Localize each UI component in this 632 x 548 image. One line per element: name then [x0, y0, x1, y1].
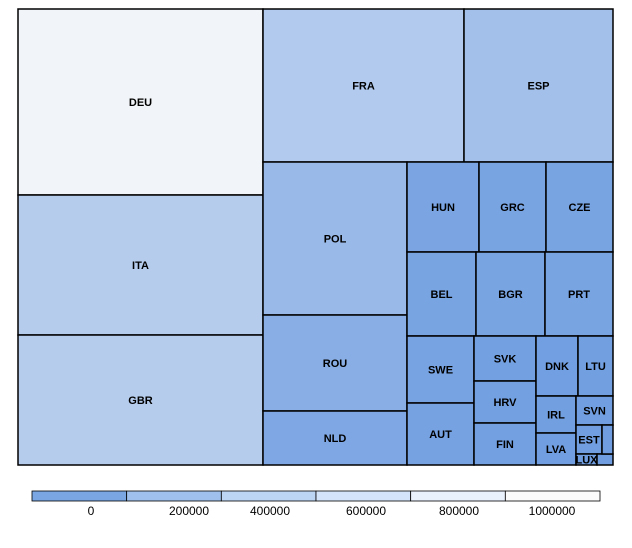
cell-label-deu: DEU	[129, 97, 152, 109]
cell-label-svk: SVK	[494, 354, 517, 366]
cell-cze[interactable]: CZE	[545, 161, 614, 253]
treemap-cells: DEU ITA GBR FRA ESP POL ROU NLD HUN GRC CZE BEL BGR P…	[17, 8, 614, 467]
legend-tick-label: 200000	[169, 504, 209, 518]
cell-label-aut: AUT	[429, 429, 452, 441]
cell-label-bel: BEL	[431, 289, 453, 301]
cell-label-ita: ITA	[132, 260, 149, 272]
cell-rect-ita[interactable]	[17, 194, 264, 336]
cell-ltu[interactable]: LTU	[577, 335, 614, 397]
cell-pol[interactable]: POL	[262, 161, 408, 316]
legend-tick-label: 0	[88, 504, 95, 518]
cell-rect-esp[interactable]	[463, 8, 614, 163]
cell-rect-dnk[interactable]	[535, 335, 579, 397]
cell-irl[interactable]: IRL	[535, 395, 577, 434]
cell-prt[interactable]: PRT	[544, 251, 614, 337]
cell-label-gbr: GBR	[128, 395, 153, 407]
cell-gbr[interactable]: GBR	[17, 334, 264, 466]
cell-rect-irl[interactable]	[535, 395, 577, 434]
cell-label-swe: SWE	[428, 365, 453, 377]
legend-band-3	[315, 490, 412, 502]
cell-label-prt: PRT	[568, 289, 590, 301]
cell-label-hrv: HRV	[493, 397, 517, 409]
cell-svn[interactable]: SVN	[575, 395, 614, 426]
cell-fra[interactable]: FRA	[262, 8, 465, 163]
cell-rect-ltu[interactable]	[577, 335, 614, 397]
cell-rect-gbr[interactable]	[17, 334, 264, 466]
cell-label-ltu: LTU	[585, 361, 606, 373]
cell-lva[interactable]: LVA	[535, 432, 577, 466]
legend-band-2	[220, 490, 317, 502]
cell-esp[interactable]: ESP	[463, 8, 614, 163]
cell-rect-grc[interactable]	[478, 161, 547, 253]
cell-svk[interactable]: SVK	[473, 335, 537, 382]
cell-ita[interactable]: ITA	[17, 194, 264, 336]
cell-rect-svn[interactable]	[575, 395, 614, 426]
cell-label-fra: FRA	[352, 81, 375, 93]
cell-swe[interactable]: SWE	[406, 335, 475, 404]
legend-band-1	[126, 490, 222, 502]
cell-nld[interactable]: NLD	[262, 410, 408, 466]
cell-label-fin: FIN	[496, 439, 514, 451]
cell-hrv[interactable]: HRV	[473, 380, 537, 424]
cell-rect-svk[interactable]	[473, 335, 537, 382]
cell-label-rou: ROU	[323, 358, 348, 370]
cell-rou[interactable]: ROU	[262, 314, 408, 412]
cell-grc[interactable]: GRC	[478, 161, 547, 253]
cell-label-nld: NLD	[324, 433, 347, 445]
cell-rect-fra[interactable]	[262, 8, 465, 163]
cell-label-est: EST	[578, 435, 600, 447]
cell-aut[interactable]: AUT	[406, 402, 475, 466]
legend-band-4	[410, 490, 506, 502]
cell-label-esp: ESP	[527, 81, 549, 93]
cell-rect-small-27[interactable]	[601, 424, 614, 455]
cell-hun[interactable]: HUN	[406, 161, 480, 253]
legend-band-0	[31, 490, 128, 502]
cell-rect-nld[interactable]	[262, 410, 408, 466]
cell-rect-pol[interactable]	[262, 161, 408, 316]
cell-small-27[interactable]	[601, 424, 614, 455]
cell-label-lux: LUX	[576, 455, 599, 467]
cell-lux[interactable]: LUX	[575, 453, 599, 467]
cell-label-cze: CZE	[569, 202, 591, 214]
cell-label-irl: IRL	[547, 410, 565, 422]
cell-rect-small-26[interactable]	[596, 453, 614, 466]
cell-label-dnk: DNK	[545, 361, 569, 373]
cell-est[interactable]: EST	[575, 424, 603, 455]
cell-label-grc: GRC	[500, 202, 525, 214]
legend-tick-label: 400000	[250, 504, 290, 518]
cell-bel[interactable]: BEL	[406, 251, 477, 337]
cell-rect-prt[interactable]	[544, 251, 614, 337]
cell-rect-aut[interactable]	[406, 402, 475, 466]
cell-rect-cze[interactable]	[545, 161, 614, 253]
cell-label-pol: POL	[324, 234, 347, 246]
cell-label-lva: LVA	[546, 444, 566, 456]
cell-label-hun: HUN	[431, 202, 455, 214]
cell-label-svn: SVN	[583, 406, 606, 418]
cell-small-26[interactable]	[596, 453, 614, 466]
cell-rect-fin[interactable]	[473, 422, 537, 466]
legend-tick-label: 600000	[346, 504, 386, 518]
cell-bgr[interactable]: BGR	[475, 251, 546, 337]
cell-label-bgr: BGR	[498, 289, 523, 301]
cell-rect-bel[interactable]	[406, 251, 477, 337]
color-scale-legend: 0 200000 400000 600000 800000 1000000	[31, 490, 601, 518]
legend-tick-label: 1000000	[529, 504, 576, 518]
legend-tick-label: 800000	[439, 504, 479, 518]
legend-band-5	[504, 490, 601, 502]
cell-rect-deu[interactable]	[17, 8, 264, 196]
cell-fin[interactable]: FIN	[473, 422, 537, 466]
cell-deu[interactable]: DEU	[17, 8, 264, 196]
cell-dnk[interactable]: DNK	[535, 335, 579, 397]
